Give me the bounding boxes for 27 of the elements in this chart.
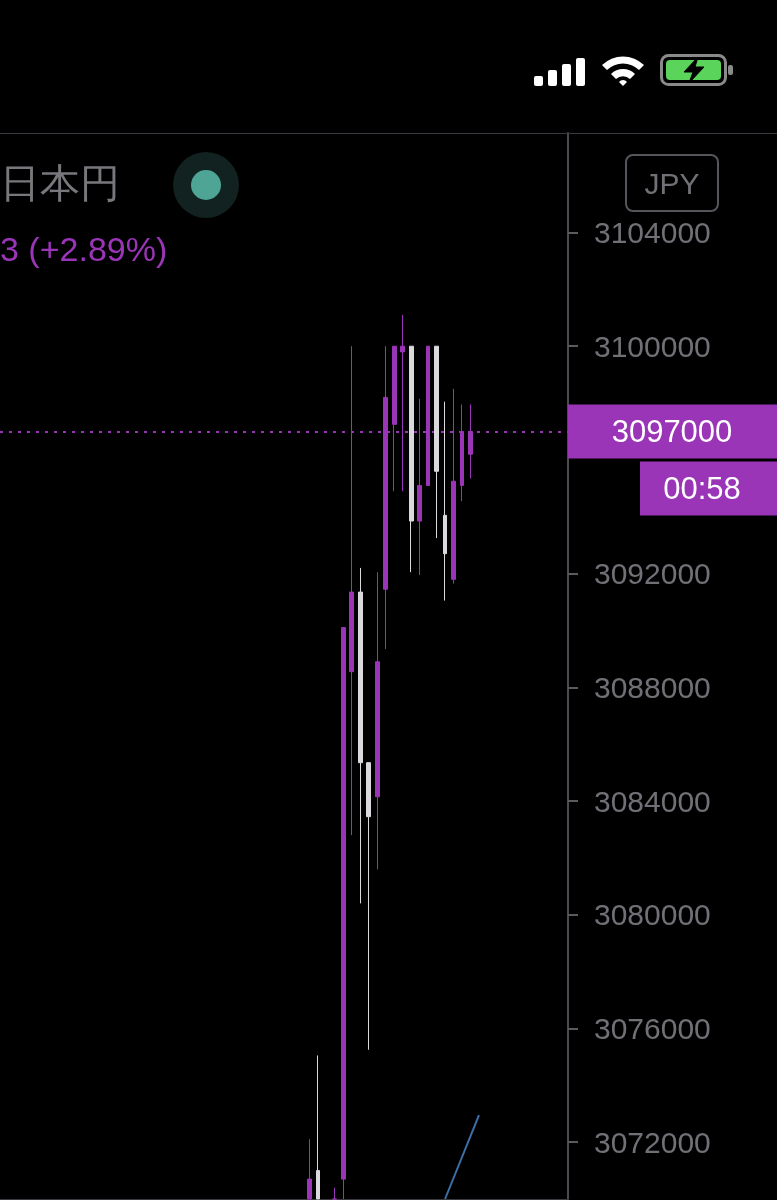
y-tick-label: 3092000	[594, 557, 711, 591]
candlestick	[409, 345, 414, 573]
text: 日本円	[0, 160, 120, 206]
candlestick	[316, 1054, 320, 1200]
y-tick-label: 3100000	[594, 329, 711, 363]
candlestick	[366, 762, 371, 1051]
text: 3 (+2.89%)	[0, 230, 168, 268]
candlestick	[307, 1138, 312, 1200]
y-tick-label: 3088000	[594, 670, 711, 704]
y-axis-title: JPY	[644, 166, 700, 200]
y-tick-label: 3104000	[594, 215, 711, 249]
candlestick	[400, 314, 405, 492]
y-tick-label: 3080000	[594, 898, 711, 932]
candlestick	[341, 627, 346, 1200]
candlestick	[443, 401, 447, 602]
candlestick	[375, 571, 380, 870]
y-tick-label: 3076000	[594, 1011, 711, 1045]
candlestick	[468, 403, 473, 479]
y-tick-label: 3072000	[594, 1125, 711, 1159]
candlestick	[358, 567, 363, 904]
candlestick	[417, 398, 422, 576]
text: 00:58	[663, 470, 741, 506]
ref-line-label: 3097000	[611, 413, 733, 449]
candlestick	[434, 345, 439, 539]
y-tick-label: 3084000	[594, 784, 711, 818]
candlestick	[332, 1187, 337, 1200]
candlestick	[392, 345, 397, 492]
